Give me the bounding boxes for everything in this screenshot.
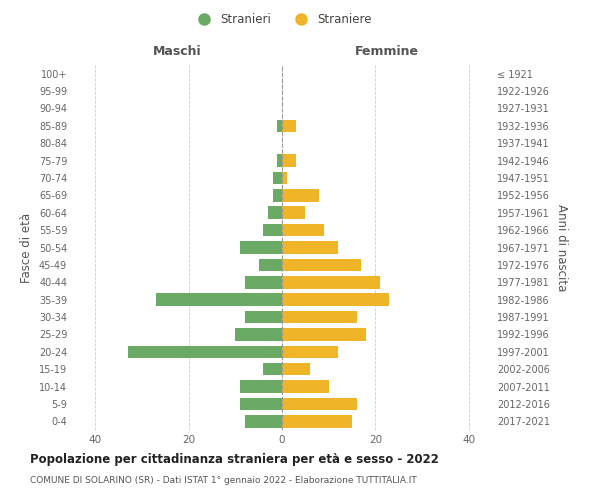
Bar [277, 120, 282, 132]
Bar [245, 311, 282, 324]
Bar [282, 276, 380, 288]
Bar [282, 328, 366, 340]
Legend: Stranieri, Straniere: Stranieri, Straniere [187, 8, 377, 31]
Bar [263, 363, 282, 376]
Bar [282, 311, 356, 324]
Bar [282, 241, 338, 254]
Bar [282, 258, 361, 271]
Text: COMUNE DI SOLARINO (SR) - Dati ISTAT 1° gennaio 2022 - Elaborazione TUTTITALIA.I: COMUNE DI SOLARINO (SR) - Dati ISTAT 1° … [30, 476, 417, 485]
Bar [282, 294, 389, 306]
Bar [245, 415, 282, 428]
Bar [272, 172, 282, 184]
Bar [240, 241, 282, 254]
Bar [263, 224, 282, 236]
Bar [282, 120, 296, 132]
Bar [259, 258, 282, 271]
Bar [282, 154, 296, 167]
Bar [282, 172, 287, 184]
Bar [282, 363, 310, 376]
Y-axis label: Fasce di età: Fasce di età [20, 212, 33, 282]
Text: Popolazione per cittadinanza straniera per età e sesso - 2022: Popolazione per cittadinanza straniera p… [30, 452, 439, 466]
Bar [282, 224, 324, 236]
Bar [268, 206, 282, 219]
Bar [245, 276, 282, 288]
Bar [282, 206, 305, 219]
Bar [235, 328, 282, 340]
Bar [156, 294, 282, 306]
Bar [240, 380, 282, 393]
Bar [240, 398, 282, 410]
Bar [282, 189, 319, 202]
Bar [277, 154, 282, 167]
Bar [272, 189, 282, 202]
Bar [282, 346, 338, 358]
Text: Maschi: Maschi [152, 44, 202, 58]
Text: Femmine: Femmine [355, 44, 419, 58]
Bar [282, 380, 329, 393]
Bar [282, 398, 356, 410]
Bar [128, 346, 282, 358]
Bar [282, 415, 352, 428]
Y-axis label: Anni di nascita: Anni di nascita [556, 204, 568, 291]
